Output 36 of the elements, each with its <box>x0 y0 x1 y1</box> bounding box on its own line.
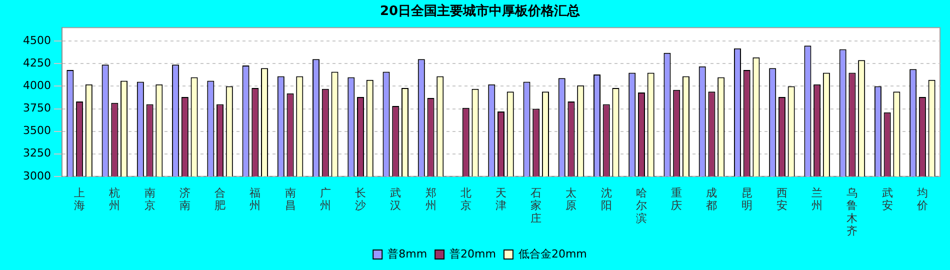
x-tick-label: 太原 <box>566 186 577 212</box>
x-tick-label: 北京 <box>460 186 472 212</box>
x-tick-label: 福州 <box>250 186 261 212</box>
x-tick-label: 西安 <box>776 186 788 212</box>
x-tick-label: 上海 <box>74 186 86 212</box>
x-tick-label: 天津 <box>495 186 506 212</box>
y-tick-label: 4250 <box>22 56 51 70</box>
legend-label: 低合金20mm <box>518 247 587 260</box>
y-tick-label: 3500 <box>22 124 51 138</box>
x-tick-label: 南昌 <box>284 186 296 212</box>
legend-label: 普20mm <box>450 247 496 260</box>
x-tick-label: 广州 <box>320 186 331 212</box>
x-tick-label: 长沙 <box>355 186 366 212</box>
x-tick-label: 济南 <box>179 186 190 212</box>
legend-label: 普8mm <box>388 247 428 260</box>
x-tick-label: 合肥 <box>214 186 226 212</box>
x-tick-label: 重庆 <box>671 186 682 212</box>
x-tick-label: 乌鲁木齐 <box>846 186 858 238</box>
x-tick-label: 哈尔滨 <box>636 186 647 225</box>
y-tick-label: 3750 <box>22 102 51 115</box>
x-tick-label: 均价 <box>916 186 928 212</box>
y-tick-label: 3000 <box>22 169 51 182</box>
x-tick-label: 昆明 <box>741 186 752 212</box>
x-tick-label: 武汉 <box>390 186 402 212</box>
y-tick-label: 4000 <box>22 79 51 92</box>
x-tick-label: 兰州 <box>812 186 823 212</box>
x-tick-label: 武安 <box>882 186 893 212</box>
x-tick-label: 沈阳 <box>600 186 612 212</box>
y-tick-label: 4500 <box>22 34 51 47</box>
x-tick-label: 石家庄 <box>530 186 542 225</box>
x-tick-label: 郑州 <box>425 186 436 212</box>
chart-title: 20日全国主要城市中厚板价格汇总 <box>380 3 582 20</box>
x-tick-label: 杭州 <box>108 186 120 212</box>
x-tick-label: 成都 <box>706 186 718 212</box>
y-tick-label: 3250 <box>22 146 51 160</box>
x-tick-label: 南京 <box>144 186 156 212</box>
